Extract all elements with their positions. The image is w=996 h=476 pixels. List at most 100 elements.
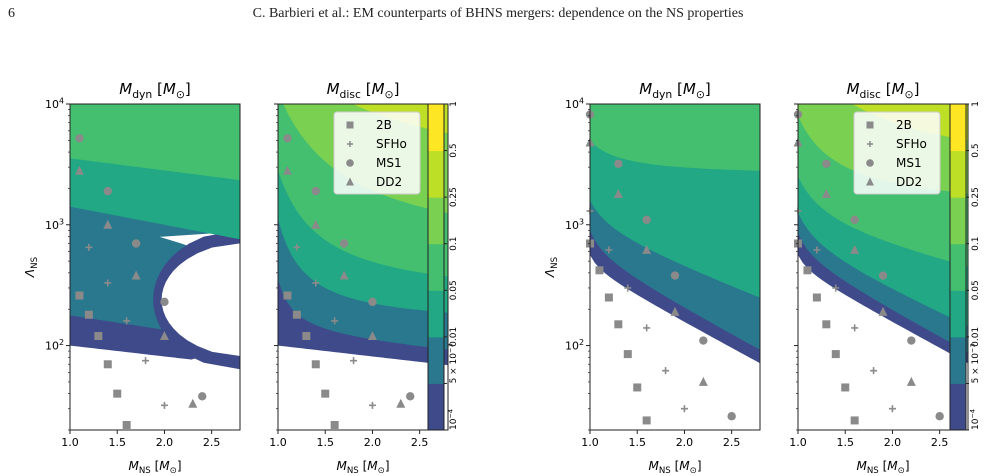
marker-square [283,291,292,300]
marker-circle [406,392,415,401]
colorbar-tick-label: 0.01 [971,327,981,347]
legend-label: 2B [376,118,392,132]
marker-plus [851,324,859,332]
plot-frame [797,103,969,431]
marker-square [614,320,623,329]
x-tick-label: 1.0 [61,436,79,449]
marker-square [604,293,613,302]
marker-circle [670,271,680,280]
marker-circle [878,271,888,280]
colorbar-tick-label: 0.25 [971,187,981,207]
colorbar-tick-label: 0.1 [971,237,981,251]
marker-plus [160,401,168,409]
x-tick-label: 2.5 [203,436,221,449]
panel-title: Mdisc [M⊙] [847,80,920,101]
marker-square [75,291,84,300]
marker-triangle [878,306,888,316]
marker-plus [605,246,613,254]
colorbar-segment [428,104,444,152]
marker-triangle [103,219,113,229]
marker-plus [350,357,358,365]
marker-plus [662,367,670,375]
marker-circle [311,186,320,196]
marker-plus [142,357,150,365]
y-axis-label: ΛNS [23,257,40,278]
y-tick-label: 103 [565,217,584,231]
x-tick-label: 2.0 [156,436,174,449]
panel-3: Mdyn [M⊙] 1.0 1.5 2.0 2.5 MNS [M⊙] 102 103 104 ΛN… [543,80,761,476]
legend-label: DD2 [376,175,402,189]
colorbar-tick-label: 10−4 [968,409,981,430]
marker-circle [283,134,292,143]
legend-label: DD2 [896,175,922,189]
x-tick-label: 2.5 [931,436,949,449]
x-tick-label: 1.0 [581,436,599,449]
marker-plus [293,243,301,251]
series-2B [283,291,339,430]
colorbar-tick-label: 0.05 [449,280,459,300]
marker-plus [85,243,93,251]
marker-circle [198,392,207,401]
marker-plus [331,317,339,325]
panel-2: Mdisc [M⊙] 1.0 1.5 2.0 2.5 MNS [M⊙] 2B SFHo MS1 D… [269,80,449,476]
marker-square [302,332,311,341]
colorbar-segment [950,104,966,152]
legend: 2B SFHo MS1 DD2 [853,111,941,195]
x-tick-label: 1.0 [789,436,807,449]
colorbar-segment [950,197,966,245]
series-SFHo [85,243,168,409]
legend-circle-icon [346,159,354,167]
panel-1: Mdyn [M⊙] 1.0 1.5 2.0 2.5 MNS [M⊙] 102 103 104 ΛN… [23,80,241,476]
colorbar-segment [428,150,444,198]
legend-plus-icon [867,141,873,147]
colorbar-tick-label: 5 × 10−3 [968,343,981,383]
marker-square [330,421,339,430]
legend-label: 2B [896,118,912,132]
panel-title: Mdyn [M⊙] [639,80,711,101]
x-axis-label: MNS [M⊙] [336,459,389,476]
marker-triangle [642,244,652,254]
level-7 [798,32,968,80]
colorbar-segment [950,150,966,198]
empty-region-core [161,243,240,356]
colorbar-segment [950,243,966,291]
marker-circle [368,297,377,307]
marker-square [103,360,112,369]
colorbar-tick-label: 0.25 [449,187,459,207]
x-tick-label: 1.5 [628,436,646,449]
series-SFHo [293,243,376,409]
marker-circle [614,159,623,168]
marker-triangle [850,244,860,254]
y-axis-label: ΛNS [543,257,560,278]
marker-circle [935,412,944,421]
panel-4: Mdisc [M⊙] 1.0 1.5 2.0 2.5 MNS [M⊙] 2B SFHo MS1 D… [789,32,969,476]
x-axis-label: MNS [M⊙] [648,459,701,476]
plot-frame [69,103,241,431]
panel-title: Mdyn [M⊙] [119,80,191,101]
marker-plus [813,246,821,254]
x-tick-label: 1.5 [316,436,334,449]
colorbar-tick-label: 0.05 [971,280,981,300]
colorbar-tick-label: 0.5 [449,143,459,157]
level-4 [590,104,760,171]
marker-triangle [821,188,831,198]
x-tick-label: 1.0 [269,436,287,449]
marker-square [595,266,604,275]
marker-triangle [131,270,141,280]
colorbar-segment [428,197,444,245]
colorbar-2: 10−4 5 × 10−30.01 0.05 0.1 0.25 0.5 1 [949,101,981,431]
series-SFHo [586,207,688,413]
marker-circle [75,134,84,143]
legend-square-icon [346,121,354,129]
y-tick-label: 102 [45,338,64,352]
colorbar-frame [427,103,445,431]
marker-plus [312,279,320,287]
colorbar-tick-label: 0.1 [449,237,459,251]
marker-square [642,416,651,425]
page-header: 6 C. Barbieri et al.: EM counterparts of… [0,0,996,30]
marker-triangle [698,376,708,386]
marker-square [311,360,320,369]
marker-circle [103,186,112,196]
y-tick-label: 104 [45,97,64,111]
